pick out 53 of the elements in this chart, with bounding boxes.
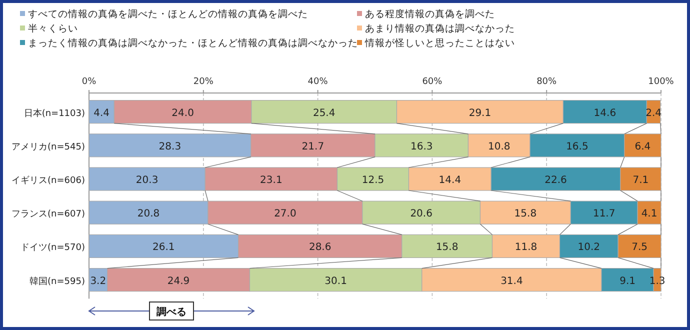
data-label: 23.1 bbox=[260, 175, 282, 186]
x-tick-label: 100% bbox=[648, 77, 674, 87]
data-label: 14.6 bbox=[594, 108, 616, 119]
data-label: 20.3 bbox=[136, 175, 158, 186]
data-label: 11.7 bbox=[592, 208, 616, 220]
data-label: 11.8 bbox=[514, 242, 538, 254]
data-label: 30.1 bbox=[324, 276, 347, 287]
legend-label: 半々くらい bbox=[28, 22, 78, 34]
data-label: 27.0 bbox=[274, 208, 296, 220]
legend-label: あまり情報の真偽は調べなかった bbox=[365, 22, 515, 34]
data-label: 24.0 bbox=[172, 108, 194, 119]
data-label: 20.6 bbox=[410, 208, 432, 220]
data-label: 24.9 bbox=[167, 276, 190, 287]
data-label: 4.1 bbox=[641, 208, 658, 220]
data-label: 31.4 bbox=[500, 276, 523, 287]
data-label: 4.4 bbox=[94, 108, 110, 119]
data-label: 29.1 bbox=[468, 108, 492, 119]
data-label: 12.5 bbox=[362, 175, 384, 186]
data-label: 28.6 bbox=[308, 242, 332, 254]
data-label: 26.1 bbox=[152, 242, 175, 254]
data-label: 16.3 bbox=[410, 141, 433, 152]
x-tick-label: 0% bbox=[82, 77, 97, 87]
y-tick-label: 日本(n=1103) bbox=[24, 108, 85, 119]
legend-label: すべての情報の真偽を調べた・ほとんどの情報の真偽を調べた bbox=[28, 8, 308, 20]
x-tick-label: 40% bbox=[308, 77, 328, 87]
y-tick-label: 韓国(n=595) bbox=[30, 276, 85, 287]
data-label: 7.5 bbox=[632, 242, 648, 254]
data-label: 9.1 bbox=[620, 276, 636, 287]
legend-label: まったく情報の真偽は調べなかった・ほとんど情報の真偽は調べなかった bbox=[28, 37, 358, 49]
y-tick-label: ドイツ(n=570) bbox=[20, 243, 85, 254]
data-label: 16.5 bbox=[566, 141, 588, 152]
legend-label: 情報が怪しいと思ったことはない bbox=[364, 37, 515, 49]
data-label: 3.2 bbox=[90, 276, 106, 287]
data-label: 28.3 bbox=[158, 141, 182, 152]
text: 調べる bbox=[156, 306, 186, 318]
data-label: 6.4 bbox=[634, 141, 651, 152]
legend-label: ある程度情報の真偽を調べた bbox=[365, 8, 495, 20]
x-tick-label: 60% bbox=[422, 77, 443, 87]
data-label: 10.2 bbox=[578, 242, 600, 254]
data-label: 22.6 bbox=[544, 175, 567, 186]
data-label: 20.8 bbox=[137, 208, 160, 220]
y-tick-label: アメリカ(n=545) bbox=[12, 142, 85, 152]
data-label: 15.8 bbox=[514, 208, 537, 220]
data-label: 10.8 bbox=[488, 141, 510, 152]
data-label: 25.4 bbox=[312, 108, 336, 119]
x-tick-label: 20% bbox=[193, 77, 214, 87]
data-label: 7.1 bbox=[632, 175, 649, 186]
data-label: 15.8 bbox=[436, 242, 458, 254]
y-tick-label: イギリス(n=606) bbox=[12, 175, 85, 186]
y-tick-label: フランス(n=607) bbox=[12, 210, 85, 220]
data-label: 14.4 bbox=[438, 175, 462, 186]
x-tick-label: 80% bbox=[536, 77, 558, 87]
data-label: 21.7 bbox=[302, 141, 324, 152]
